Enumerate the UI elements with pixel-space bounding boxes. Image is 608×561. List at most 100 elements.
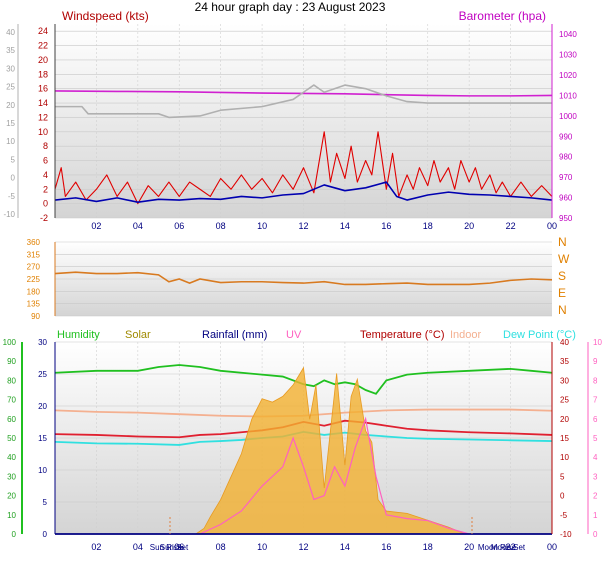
tick-label: 16	[38, 84, 48, 94]
tick-label: 3	[593, 472, 598, 481]
tick-label: 40	[6, 28, 15, 37]
tick-label: 315	[27, 250, 41, 259]
compass-label: N	[558, 303, 567, 317]
graph-title: 24 hour graph day : 23 August 2023	[195, 0, 386, 14]
hour-tick: 20	[464, 542, 474, 552]
wind-hour-ticks: 02 04 06 08 10 12 14 16 18 20 22 00	[91, 221, 557, 231]
hour-tick: 20	[464, 221, 474, 231]
wind-baro-gridlines	[55, 24, 553, 219]
astro-label: Moon Rise	[478, 543, 517, 552]
compass-label: S	[558, 269, 566, 283]
astro-label: Sun Rise	[150, 543, 183, 552]
tick-label: 270	[27, 263, 41, 272]
tick-label: 10	[6, 137, 15, 146]
legend-label-dewpoint: Dew Point (°C)	[503, 329, 576, 341]
hour-tick: 08	[216, 542, 226, 552]
multi-series	[54, 364, 553, 535]
tick-label: 35	[6, 46, 15, 55]
legend-label-indoor: Indoor	[450, 329, 482, 341]
hour-tick: 14	[340, 221, 350, 231]
hour-tick: 00	[547, 221, 557, 231]
hour-tick: 16	[381, 542, 391, 552]
series-line-gray_series	[55, 84, 552, 119]
hour-tick: 04	[133, 221, 143, 231]
tick-label: -10	[3, 210, 15, 219]
tick-label: 1030	[559, 51, 577, 60]
tick-label: 9	[593, 357, 598, 366]
tick-label: 8	[593, 376, 598, 385]
hour-tick: 02	[91, 542, 101, 552]
windspeed-label: Windspeed (kts)	[62, 9, 149, 23]
hour-tick: 14	[340, 542, 350, 552]
multi-hour-ticks: 02 04 06 08 10 12 14 16 18 20 22 00	[91, 542, 557, 552]
tick-label: 20	[38, 55, 48, 65]
tick-label: 970	[559, 173, 573, 182]
tick-label: 5	[11, 155, 16, 164]
tick-label: 20	[560, 415, 569, 424]
tick-label: 6	[593, 415, 598, 424]
compass-label: W	[558, 252, 570, 266]
tick-label: 10	[38, 127, 48, 137]
tick-label: 30	[38, 338, 47, 347]
legend-label-uv: UV	[286, 329, 302, 341]
tick-label: 360	[27, 238, 41, 247]
tick-label: 1000	[559, 112, 577, 121]
tick-label: 30	[560, 376, 569, 385]
tick-label: 1010	[559, 91, 577, 100]
tick-label: 14	[38, 98, 48, 108]
compass-label: N	[558, 235, 567, 249]
tick-label: 90	[7, 357, 16, 366]
tick-label: 2	[43, 184, 48, 194]
tick-label: 1020	[559, 71, 577, 80]
legend-label-humidity: Humidity	[57, 329, 100, 341]
tick-label: 20	[38, 402, 47, 411]
tick-label: 0	[12, 530, 17, 539]
hour-tick: 08	[216, 221, 226, 231]
astro-label: Sun Set	[160, 543, 189, 552]
tick-label: 0	[11, 174, 16, 183]
tick-label: 18	[38, 69, 48, 79]
tick-label: 225	[27, 275, 41, 284]
tick-label: 24	[38, 26, 48, 36]
hour-tick: 10	[257, 221, 267, 231]
series-line-wind_avg	[54, 181, 553, 203]
barometer-ticks: 1040 1030 1020 1010 1000 990 980 970 960 950	[559, 30, 577, 223]
hour-tick: 06	[174, 542, 184, 552]
tick-label: 5	[43, 498, 48, 507]
tick-label: 60	[7, 415, 16, 424]
hour-tick: 06	[174, 221, 184, 231]
tick-label: 7	[593, 396, 598, 405]
hour-tick: 12	[298, 221, 308, 231]
tick-label: 10	[7, 511, 16, 520]
tick-label: -5	[8, 192, 16, 201]
tick-label: 80	[7, 376, 16, 385]
tick-label: 6	[43, 156, 48, 166]
direction-gridlines	[55, 241, 552, 317]
tick-label: 35	[560, 357, 569, 366]
tick-label: 4	[43, 170, 48, 180]
hour-tick: 18	[423, 221, 433, 231]
tick-label: 22	[38, 41, 48, 51]
hour-tick: 22	[506, 542, 516, 552]
hour-tick: 16	[381, 221, 391, 231]
series-area-solar	[194, 366, 466, 535]
tick-label: 25	[38, 370, 47, 379]
tick-label: 40	[7, 453, 16, 462]
tick-label: 980	[559, 153, 573, 162]
hour-tick: 12	[298, 542, 308, 552]
tick-label: -10	[560, 530, 572, 539]
hour-tick: 22	[506, 221, 516, 231]
tick-label: 30	[6, 64, 15, 73]
tick-label: 0	[560, 492, 565, 501]
hour-tick: 10	[257, 542, 267, 552]
tick-label: 4	[593, 453, 598, 462]
legend-label-solar_label: Solar	[125, 329, 151, 341]
outer-left-ticks: 40 35 30 25 20 15 10 5 0 -5 -10	[3, 28, 15, 219]
tick-label: 2	[593, 492, 598, 501]
tick-label: 15	[560, 434, 569, 443]
tick-label: 0	[43, 199, 48, 209]
tick-label: 950	[559, 214, 573, 223]
